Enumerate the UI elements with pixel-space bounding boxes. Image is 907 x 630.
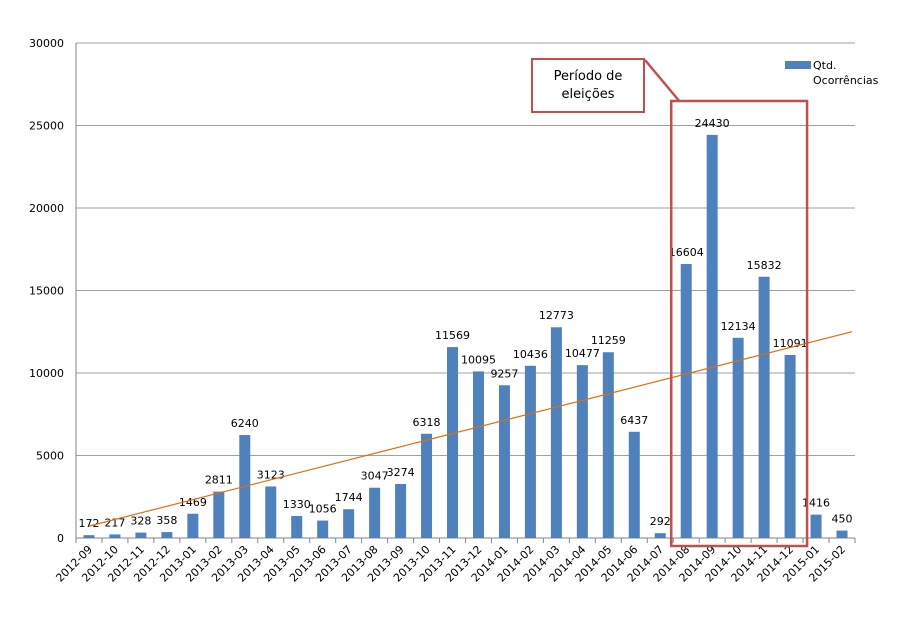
data-label: 10095: [461, 353, 496, 366]
data-label: 3047: [361, 470, 389, 483]
data-label: 1744: [335, 491, 363, 504]
bar: [213, 491, 225, 538]
data-label: 217: [104, 516, 125, 529]
data-label: 450: [832, 513, 853, 526]
data-label: 24430: [695, 117, 730, 130]
data-label: 1469: [179, 496, 207, 509]
legend: Qtd. Ocorrências: [785, 58, 893, 88]
bar: [836, 530, 848, 538]
bar: [187, 513, 199, 538]
bar: [550, 327, 562, 538]
data-label: 15832: [747, 259, 782, 272]
bar: [135, 532, 147, 538]
data-label: 328: [130, 515, 151, 528]
data-label: 6240: [231, 417, 259, 430]
bar: [732, 337, 744, 538]
data-label: 358: [156, 514, 177, 527]
bar: [421, 433, 433, 538]
y-tick-label: 5000: [36, 450, 64, 463]
data-label: 1330: [283, 498, 311, 511]
bar: [472, 371, 484, 538]
bar: [810, 514, 822, 538]
bar: [291, 516, 303, 538]
bar: [447, 347, 459, 538]
data-label: 172: [78, 517, 99, 530]
bar: [524, 365, 536, 538]
callout-line2: eleições: [561, 86, 615, 102]
legend-label-2: Ocorrências: [813, 74, 879, 87]
bar: [706, 134, 718, 538]
data-label: 2811: [205, 474, 233, 487]
data-label: 12134: [721, 320, 756, 333]
data-label: 1416: [802, 497, 830, 510]
bar: [109, 534, 121, 538]
trendline: [88, 331, 853, 527]
bar: [343, 509, 355, 538]
y-tick-label: 15000: [29, 285, 64, 298]
election-highlight-box: [669, 99, 809, 548]
bar: [654, 533, 666, 538]
callout-pointer: [644, 59, 681, 102]
data-label: 6318: [413, 416, 441, 429]
data-label: 3274: [387, 466, 415, 479]
bar: [758, 276, 770, 538]
data-label: 11569: [435, 329, 470, 342]
data-label: 10436: [513, 348, 548, 361]
bar: [576, 365, 588, 538]
y-tick-label: 30000: [29, 37, 64, 50]
data-label: 11091: [773, 337, 808, 350]
data-label: 292: [650, 515, 671, 528]
bar: [498, 385, 510, 538]
bar: [680, 264, 692, 538]
bar: [83, 535, 95, 538]
bar: [784, 354, 796, 538]
bar: [602, 352, 614, 538]
data-label: 9257: [490, 367, 518, 380]
data-label: 1056: [309, 503, 337, 516]
bar: [161, 532, 173, 538]
data-label: 12773: [539, 309, 574, 322]
data-label: 11259: [591, 334, 626, 347]
legend-label-1: Qtd.: [813, 59, 837, 72]
bar: [369, 487, 381, 538]
y-tick-label: 0: [57, 532, 64, 545]
legend-swatch: [785, 61, 811, 69]
bar: [317, 520, 329, 538]
bar: [395, 483, 407, 538]
data-label: 10477: [565, 347, 600, 360]
callout-line1: Período de: [553, 68, 623, 84]
elections-callout: Período de eleições: [531, 58, 645, 113]
bar: [628, 431, 640, 538]
data-label: 16604: [669, 246, 704, 259]
y-tick-label: 10000: [29, 367, 64, 380]
y-tick-label: 25000: [29, 120, 64, 133]
bar: [265, 486, 277, 538]
data-label: 6437: [620, 414, 648, 427]
y-tick-label: 20000: [29, 202, 64, 215]
